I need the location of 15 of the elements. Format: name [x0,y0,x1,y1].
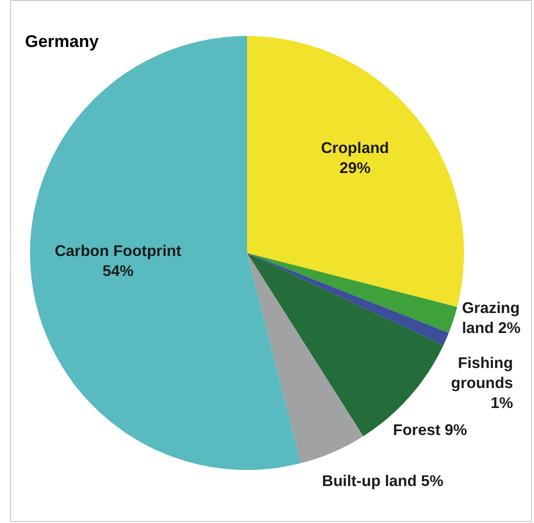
slice-label: Fishing grounds [451,355,513,392]
pie-slice [247,253,364,464]
pie-slice [247,253,444,436]
chart-title: Germany [25,32,100,51]
pie-slice [247,36,464,307]
data-label: 29% [339,160,371,177]
pie-slice [247,253,449,346]
data-label: 1% [490,395,514,412]
slice-label: Built-up land 5% [322,473,444,490]
slice-label: Forest 9% [393,422,468,439]
pie-slice [247,253,458,333]
slice-label: Grazing land 2% [462,300,521,337]
slice-label: Cropland [320,140,390,157]
data-label: 54% [102,263,134,280]
slice-label: Carbon Footprint [54,243,182,260]
